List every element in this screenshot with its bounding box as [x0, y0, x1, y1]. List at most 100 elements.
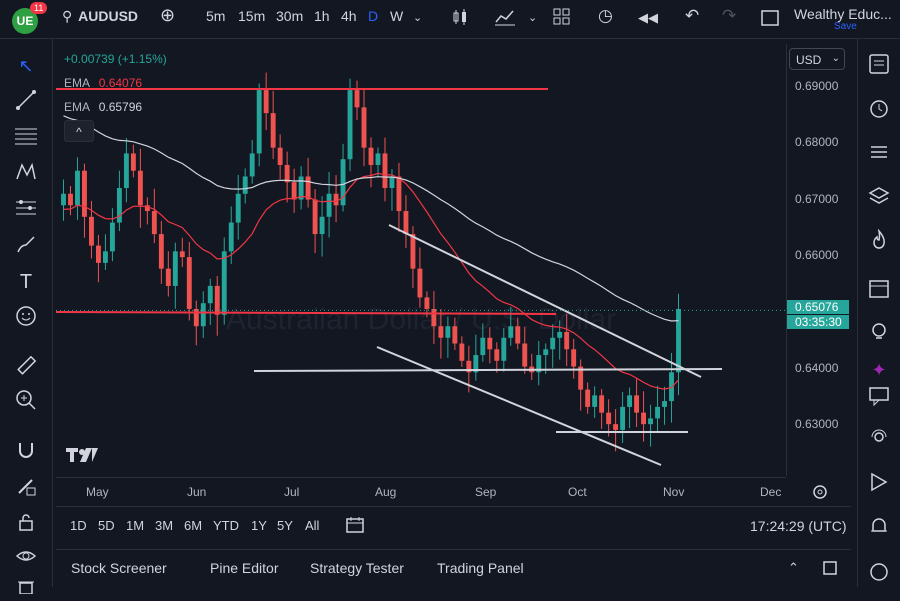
layout-grid-icon[interactable] [553, 8, 571, 29]
ema-slow-legend[interactable]: EMA 0.65796 [64, 100, 142, 114]
range-5d[interactable]: 5D [98, 518, 115, 533]
tab-pine-editor[interactable]: Pine Editor [210, 560, 279, 576]
range-1m[interactable]: 1M [126, 518, 145, 533]
indicators-dropdown-icon[interactable]: ⌄ [528, 12, 538, 24]
candle-body [620, 406, 626, 430]
candle-body [319, 216, 325, 235]
candle-body [641, 412, 647, 425]
tab-strategy-tester[interactable]: Strategy Tester [310, 560, 404, 576]
interval-w[interactable]: W [390, 8, 404, 24]
hotlist-flame-icon[interactable] [866, 228, 892, 255]
candle-body [382, 153, 388, 188]
candle-body [291, 182, 297, 200]
fib-retracement-icon[interactable] [13, 125, 39, 151]
emoji-icon[interactable] [13, 305, 39, 331]
tab-trading-panel[interactable]: Trading Panel [437, 560, 524, 576]
text-tool-icon[interactable]: T [19, 271, 33, 293]
time-tick: Jul [284, 485, 300, 499]
account-name[interactable]: Wealthy Educ... [794, 6, 892, 22]
trash-icon[interactable] [13, 575, 39, 601]
range-1y[interactable]: 1Y [251, 518, 267, 533]
interval-15m[interactable]: 15m [238, 8, 266, 24]
compare-add-icon[interactable]: ⊕ [160, 5, 176, 25]
prediction-tool-icon[interactable] [13, 197, 39, 223]
indicators-icon[interactable] [494, 8, 516, 29]
watchlist-icon[interactable] [866, 53, 892, 79]
chevron-up-icon[interactable]: ⌃ [788, 560, 799, 575]
time-tick: Aug [375, 485, 397, 499]
news-list-plus-icon[interactable] [866, 141, 892, 167]
candle-body [676, 308, 681, 373]
axis-settings-gear-icon[interactable] [812, 484, 828, 505]
candle-body [158, 234, 164, 269]
date-range-bar: 1D 5D 1M 3M 6M YTD 1Y 5Y All 17:24:29 (U… [56, 506, 851, 543]
symbol-search[interactable]: ⚲ AUDUSD [62, 8, 138, 25]
visibility-eye-icon[interactable] [13, 545, 39, 571]
goto-date-calendar-icon[interactable] [345, 516, 365, 539]
sparkle-icon[interactable]: ✦ [871, 360, 887, 380]
candle-body [410, 234, 416, 269]
utc-clock[interactable]: 17:24:29 (UTC) [750, 518, 847, 534]
candle-body [340, 159, 346, 206]
alarm-clock-icon[interactable] [866, 97, 892, 123]
chart-pane[interactable]: Australian Dollar / U.S. Dollar [56, 44, 786, 476]
zoom-in-icon[interactable] [13, 389, 39, 415]
collapse-legend-button[interactable]: ^ [64, 120, 94, 142]
notifications-bell-icon[interactable] [866, 515, 892, 541]
interval-d[interactable]: D [368, 8, 379, 24]
magnet-icon[interactable] [13, 439, 39, 465]
candle-body [270, 113, 276, 148]
candle-body [333, 193, 339, 206]
help-icon[interactable] [866, 561, 892, 587]
price-axis[interactable]: 0.69000 0.68000 0.67000 0.66000 0.64000 … [786, 44, 851, 476]
candle-body [634, 395, 640, 413]
bar-countdown: 03:35:30 [787, 315, 849, 329]
brush-icon[interactable] [13, 233, 39, 259]
fullscreen-icon[interactable] [761, 10, 779, 29]
save-link[interactable]: Save [834, 21, 857, 32]
trend-line-icon[interactable] [13, 89, 39, 115]
candle-body [137, 170, 143, 206]
replay-icon[interactable]: ◀◀ [638, 10, 658, 25]
draw-lock-pencil-icon[interactable] [13, 475, 39, 501]
interval-30m[interactable]: 30m [276, 8, 304, 24]
range-ytd[interactable]: YTD [213, 518, 239, 533]
time-axis[interactable]: May Jun Jul Aug Sep Oct Nov Dec [56, 477, 786, 506]
ema-fast-legend[interactable]: EMA 0.64076 [64, 76, 142, 90]
layers-icon[interactable] [866, 185, 892, 211]
interval-5m[interactable]: 5m [206, 8, 226, 24]
range-1d[interactable]: 1D [70, 518, 87, 533]
calendar-icon[interactable] [866, 277, 892, 303]
price-chart[interactable]: Australian Dollar / U.S. Dollar [56, 44, 786, 476]
interval-1h[interactable]: 1h [314, 8, 330, 24]
tradingview-logo[interactable] [66, 446, 100, 471]
interval-4h[interactable]: 4h [341, 8, 357, 24]
alert-clock-icon[interactable]: ◷ [598, 6, 613, 25]
price-tick: 0.67000 [795, 192, 839, 206]
cursor-icon[interactable]: ↖ [18, 56, 34, 76]
range-6m[interactable]: 6M [184, 518, 203, 533]
range-all[interactable]: All [305, 518, 320, 533]
maximize-panel-icon[interactable] [822, 560, 838, 581]
undo-icon[interactable]: ↶ [685, 6, 700, 25]
candle-body [116, 188, 122, 223]
candle-body [200, 303, 206, 327]
lock-icon[interactable] [13, 511, 39, 537]
chat-icon[interactable] [866, 385, 892, 411]
redo-icon[interactable]: ↷ [722, 6, 737, 25]
streams-icon[interactable] [866, 427, 892, 453]
interval-dropdown-icon[interactable]: ⌄ [413, 12, 423, 24]
signals-icon[interactable] [866, 471, 892, 497]
ruler-icon[interactable] [13, 355, 39, 381]
currency-select[interactable]: USD ⌄ [789, 48, 845, 70]
price-change: +0.00739 (+1.15%) [64, 52, 167, 66]
tab-stock-screener[interactable]: Stock Screener [71, 560, 167, 576]
pattern-tool-icon[interactable] [13, 161, 39, 187]
range-5y[interactable]: 5Y [277, 518, 293, 533]
candles-style-icon[interactable] [452, 8, 468, 29]
symbol-label: AUDUSD [78, 8, 139, 24]
candle-body [389, 176, 395, 188]
candle-body [438, 326, 444, 338]
range-3m[interactable]: 3M [155, 518, 174, 533]
ideas-lightbulb-icon[interactable] [866, 321, 892, 347]
